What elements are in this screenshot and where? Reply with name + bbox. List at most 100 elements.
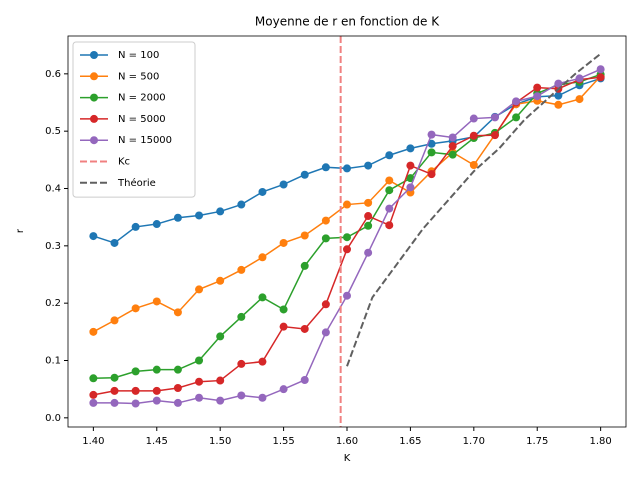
point [364,212,373,221]
y-tick-label: 0.1 [45,355,61,366]
x-tick-label: 1.40 [82,436,104,447]
point [321,163,330,172]
point [300,231,309,240]
point [321,300,330,309]
point [406,183,415,192]
y-tick-label: 0.4 [45,184,61,195]
x-tick-label: 1.60 [336,436,358,447]
legend-label: N = 100 [118,50,159,61]
point [406,144,415,153]
y-tick-label: 0.5 [45,126,61,137]
point [300,324,309,333]
chart-title: Moyenne de r en fonction de K [255,15,440,29]
point [533,92,542,101]
point [469,160,478,169]
plot [89,36,605,427]
point [364,221,373,230]
legend-label: N = 5000 [118,114,166,125]
point [512,97,521,106]
point [385,204,394,213]
point [89,232,98,241]
point [554,79,563,88]
point [258,293,267,302]
x-tick-label: 1.55 [272,436,294,447]
point [110,398,119,407]
point [406,174,415,183]
point [300,261,309,270]
legend-label: N = 500 [118,71,159,82]
point [216,332,225,341]
point [343,233,351,242]
point [131,399,140,408]
x-tick-label: 1.65 [399,436,421,447]
point [343,291,351,300]
point [131,386,140,395]
point [490,131,499,140]
point [321,328,330,337]
point [427,130,436,139]
point [237,312,246,321]
point [258,253,267,262]
x-tick-label: 1.45 [146,436,168,447]
point [131,367,140,376]
point [343,164,351,173]
point [279,385,288,394]
point [195,211,204,220]
point [300,375,309,384]
point [216,396,225,405]
point [364,161,373,170]
x-tick-label: 1.80 [590,436,612,447]
point [512,113,521,122]
point [279,305,288,314]
legend-box [72,41,196,198]
point [110,316,119,325]
point [343,245,351,254]
point [237,265,246,274]
legend-label: Kc [118,157,130,168]
point [427,170,436,179]
legend-label: N = 15000 [118,135,172,146]
point [152,396,161,405]
point [216,207,225,216]
point [216,376,225,385]
point [110,386,119,395]
point [216,276,225,285]
point [469,114,478,123]
point [490,113,499,122]
point [279,180,288,189]
point [385,176,394,185]
y-tick-label: 0.6 [45,69,61,80]
point [152,297,161,306]
legend-marker [90,114,98,123]
y-tick-label: 0.3 [45,241,61,252]
point [131,304,140,313]
point [596,65,605,74]
point [406,161,415,170]
point [89,327,98,336]
point [237,391,246,400]
point [554,91,563,100]
point [89,374,98,383]
point [173,365,182,374]
point [195,393,204,402]
point [152,220,161,229]
point [575,74,584,83]
x-tick-label: 1.75 [526,436,548,447]
point [554,100,563,109]
point [364,248,373,257]
point [237,359,246,368]
point [448,133,457,142]
point [279,322,288,331]
plot-frame [67,35,627,428]
legend-label: Théorie [117,177,156,189]
point [533,83,542,92]
point [596,73,605,82]
point [427,139,436,148]
point [448,142,457,151]
point [427,148,436,157]
point [469,131,478,140]
legend-marker [90,51,98,59]
point [173,213,182,222]
point [110,238,119,247]
